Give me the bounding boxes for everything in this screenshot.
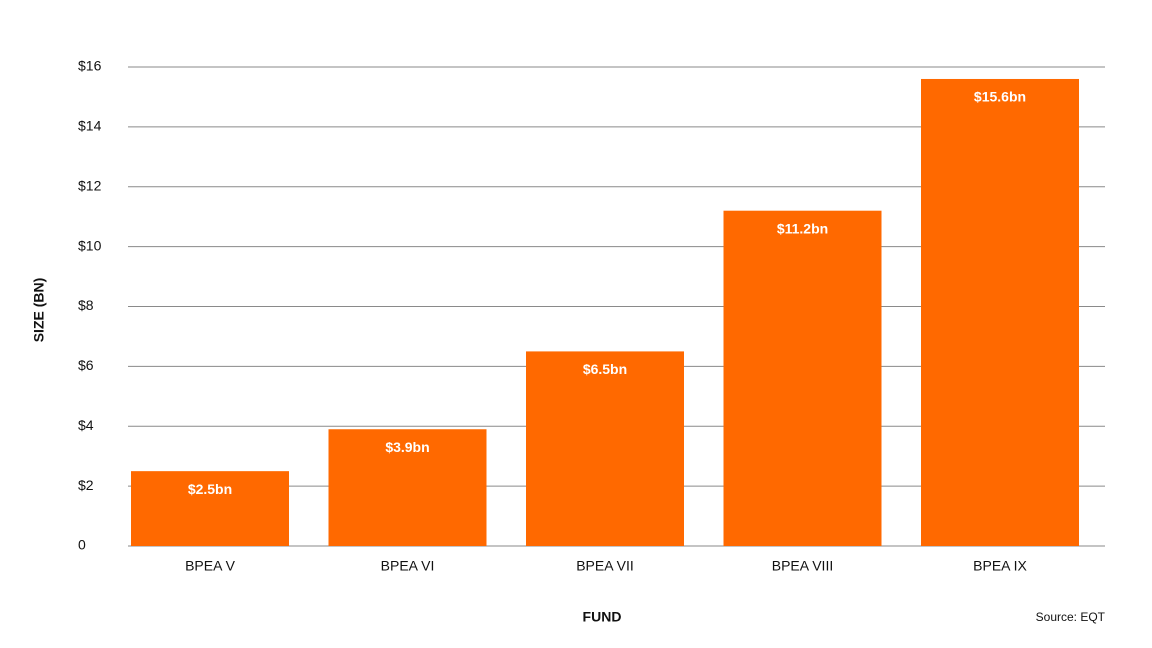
bar [921,78,1079,546]
y-tick-label: $10 [78,237,102,253]
x-tick-label: BPEA VI [381,558,435,574]
x-axis-title: FUND [583,609,622,625]
value-label: $2.5bn [188,481,232,497]
y-axis-title: SIZE (BN) [31,278,47,343]
value-label: $3.9bn [385,439,429,455]
y-tick-label: 0 [78,537,86,553]
x-tick-label: BPEA VIII [772,558,833,574]
x-tick-label: BPEA VII [576,558,634,574]
x-tick-label: BPEA V [185,558,235,574]
y-tick-label: $16 [78,58,102,74]
value-label: $6.5bn [583,361,627,377]
x-tick-label: BPEA IX [973,558,1027,574]
source-note: Source: EQT [1036,610,1106,624]
value-label: $15.6bn [974,89,1026,105]
bar [131,471,289,546]
y-tick-label: $2 [78,477,94,493]
bar [526,351,684,546]
bar [328,429,487,546]
y-tick-label: $14 [78,118,102,134]
y-tick-label: $8 [78,297,94,313]
y-tick-label: $4 [78,417,94,433]
bar [723,210,882,546]
y-tick-label: $6 [78,357,94,373]
value-label: $11.2bn [777,220,828,236]
y-tick-label: $12 [78,177,102,193]
